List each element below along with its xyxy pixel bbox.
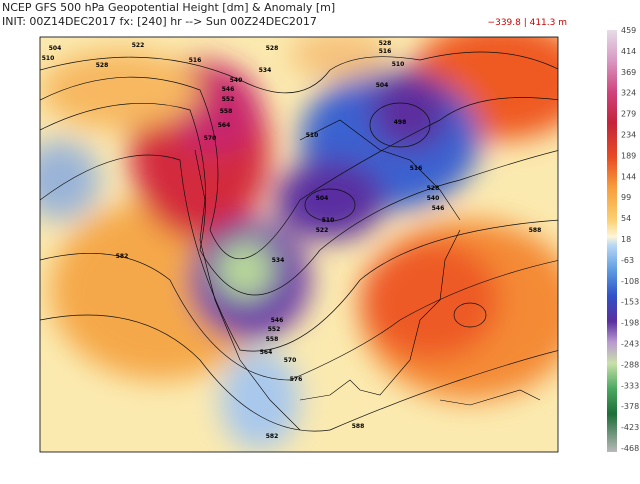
colorbar-label: -243 bbox=[621, 340, 639, 349]
contour-label: 540 bbox=[427, 195, 440, 202]
contour-label: 528 bbox=[266, 45, 279, 52]
colorbar-label: 279 bbox=[621, 110, 636, 119]
colorbar-label: -423 bbox=[621, 423, 639, 432]
contour-label: 588 bbox=[529, 227, 542, 234]
colorbar-label: 54 bbox=[621, 214, 631, 223]
contour-label: 528 bbox=[379, 40, 392, 47]
coastlines bbox=[194, 119, 541, 431]
contour-label: 510 bbox=[42, 55, 55, 62]
contour-label: 516 bbox=[189, 57, 202, 64]
colorbar-label: 144 bbox=[621, 172, 636, 181]
contour-label: 552 bbox=[222, 96, 235, 103]
contour-label: 570 bbox=[284, 357, 297, 364]
contour-label: 510 bbox=[306, 132, 319, 139]
contour-label: 540 bbox=[230, 77, 243, 84]
contour-label: 528 bbox=[427, 185, 440, 192]
map bbox=[40, 37, 558, 452]
colorbar-label: 324 bbox=[621, 89, 636, 98]
colorbar bbox=[607, 30, 617, 452]
contour-label: 498 bbox=[394, 119, 407, 126]
contour-label: 504 bbox=[49, 45, 62, 52]
contour-label: 504 bbox=[376, 82, 389, 89]
title: NCEP GFS 500 hPa Geopotential Height [dm… bbox=[2, 1, 335, 14]
contour-label: 564 bbox=[260, 349, 273, 356]
contour-label: 516 bbox=[379, 48, 392, 55]
contour-label: 522 bbox=[132, 42, 145, 49]
colorbar-label: 189 bbox=[621, 151, 636, 160]
contour-label: 504 bbox=[316, 195, 329, 202]
init-time: INIT: 00Z14DEC2017 fx: [240] hr --> Sun … bbox=[2, 15, 317, 28]
colorbar-label: -468 bbox=[621, 444, 639, 453]
colorbar-label: 99 bbox=[621, 193, 631, 202]
contour-label: 558 bbox=[220, 108, 233, 115]
contour-label: 534 bbox=[259, 67, 272, 74]
contour-label: 510 bbox=[392, 61, 405, 68]
colorbar-label: -333 bbox=[621, 381, 639, 390]
colorbar-label: 369 bbox=[621, 68, 636, 77]
contour-label: 546 bbox=[271, 317, 284, 324]
map-frame bbox=[39, 36, 559, 453]
contour-label: 546 bbox=[432, 205, 445, 212]
contour-label: 528 bbox=[96, 62, 109, 69]
contour-label: 564 bbox=[218, 122, 231, 129]
contour-label: 582 bbox=[266, 433, 279, 440]
colorbar-label: -198 bbox=[621, 319, 639, 328]
contour-label: 582 bbox=[116, 253, 129, 260]
contour-label: 570 bbox=[204, 135, 217, 142]
colorbar-label: 18 bbox=[621, 235, 631, 244]
colorbar-label: 459 bbox=[621, 26, 636, 35]
contour-label: 534 bbox=[272, 257, 285, 264]
colorbar-label: -153 bbox=[621, 298, 639, 307]
colorbar-label: -288 bbox=[621, 360, 639, 369]
contour-label: 522 bbox=[316, 227, 329, 234]
colorbar-label: 234 bbox=[621, 131, 636, 140]
height-contours bbox=[40, 51, 558, 432]
colorbar-label: -378 bbox=[621, 402, 639, 411]
contour-label: 588 bbox=[352, 423, 365, 430]
contour-label: 552 bbox=[268, 326, 281, 333]
colorbar-label: -108 bbox=[621, 277, 639, 286]
contour-label: 576 bbox=[290, 376, 303, 383]
contour-label: 546 bbox=[222, 86, 235, 93]
contour-label: 510 bbox=[322, 217, 335, 224]
contour-label: 558 bbox=[266, 336, 279, 343]
contour-label: 516 bbox=[410, 165, 423, 172]
colorbar-label: -63 bbox=[621, 256, 634, 265]
colorbar-label: 414 bbox=[621, 47, 636, 56]
range: −339.8 | 411.3 m bbox=[488, 18, 567, 28]
